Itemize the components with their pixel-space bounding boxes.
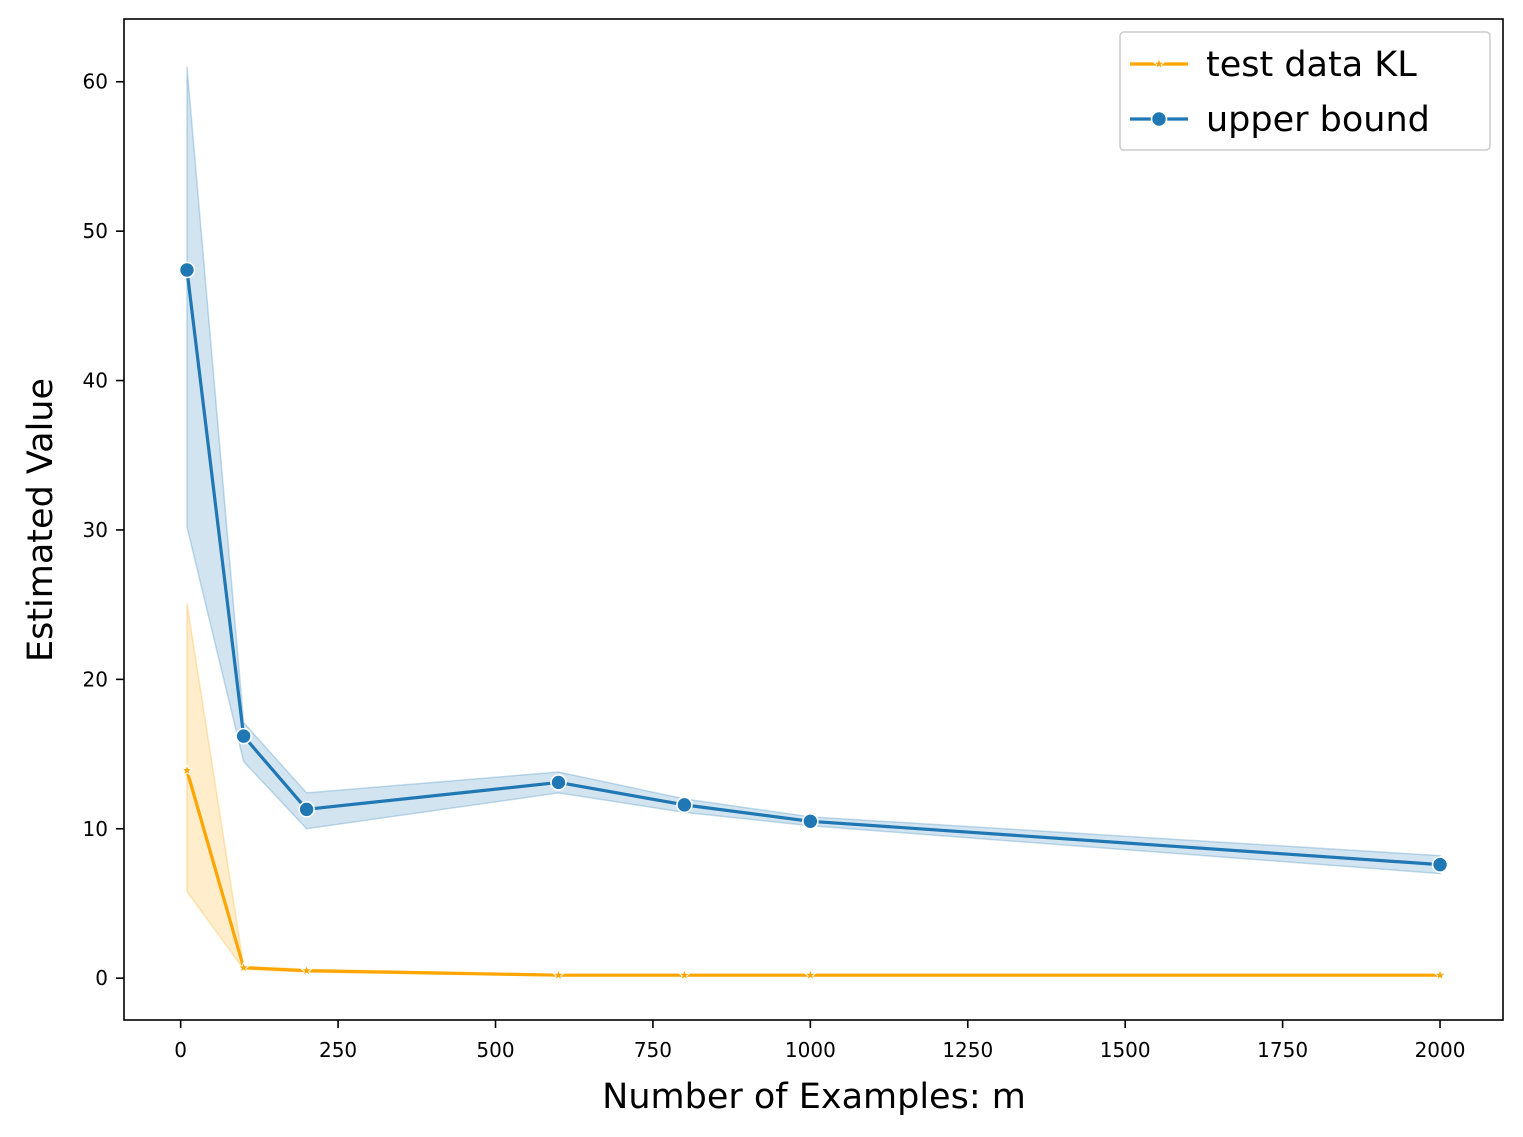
data-point-upper-bound	[235, 727, 252, 745]
y-tick-label: 20	[83, 667, 108, 691]
x-tick-label: 1750	[1257, 1038, 1308, 1062]
ci-bands	[186, 66, 1441, 977]
data-point-upper-bound	[298, 801, 315, 818]
x-tick-label: 500	[476, 1038, 514, 1062]
data-point-test-data-kl	[552, 968, 565, 981]
x-tick-label: 2000	[1415, 1038, 1466, 1062]
series-lines	[185, 269, 1441, 977]
data-point-test-data-kl	[677, 968, 691, 981]
y-tick-label: 10	[83, 817, 108, 841]
legend-label-test-data-kl: test data KL	[1206, 45, 1417, 85]
markers	[178, 261, 1449, 981]
x-tick-label: 1250	[942, 1038, 993, 1062]
series-line-upper-bound	[185, 269, 1441, 867]
legend-label-upper-bound: upper bound	[1206, 100, 1430, 140]
y-tick-label: 0	[95, 966, 108, 990]
data-point-test-data-kl	[300, 963, 314, 977]
x-tick-label: 0	[174, 1038, 187, 1062]
data-point-upper-bound	[676, 796, 693, 814]
legend: test data KL upper bound	[1119, 31, 1491, 151]
x-tick-label: 1500	[1100, 1038, 1151, 1062]
x-tick-label: 250	[319, 1038, 357, 1062]
data-point-test-data-kl	[803, 968, 817, 981]
y-tick-label: 60	[83, 70, 108, 94]
x-axis-title: Number of Examples: m	[602, 1077, 1026, 1117]
data-point-upper-bound	[178, 261, 196, 279]
ci-band-upper-bound	[186, 66, 1441, 875]
y-tick-label: 40	[83, 369, 108, 393]
legend-box	[1119, 31, 1491, 151]
legend-marker-test-data-kl	[1152, 57, 1166, 70]
y-axis-title: Estimated Value	[21, 378, 61, 662]
y-axis: 0 10 20 30 40 50 60	[83, 70, 124, 990]
data-point-upper-bound	[1431, 856, 1449, 873]
x-axis: 0 250 500 750 1000 1250 1500 1750 2000	[174, 1020, 1465, 1062]
x-tick-label: 1000	[785, 1038, 836, 1062]
data-point-upper-bound	[802, 812, 819, 830]
y-tick-label: 30	[83, 518, 108, 542]
x-tick-label: 750	[634, 1038, 672, 1062]
y-tick-label: 50	[83, 219, 108, 243]
legend-marker-upper-bound	[1150, 110, 1168, 128]
data-point-test-data-kl	[180, 763, 194, 776]
data-point-test-data-kl	[237, 960, 251, 974]
data-point-upper-bound	[550, 774, 567, 791]
data-point-test-data-kl	[1433, 968, 1447, 981]
plot-frame	[123, 18, 1504, 1021]
